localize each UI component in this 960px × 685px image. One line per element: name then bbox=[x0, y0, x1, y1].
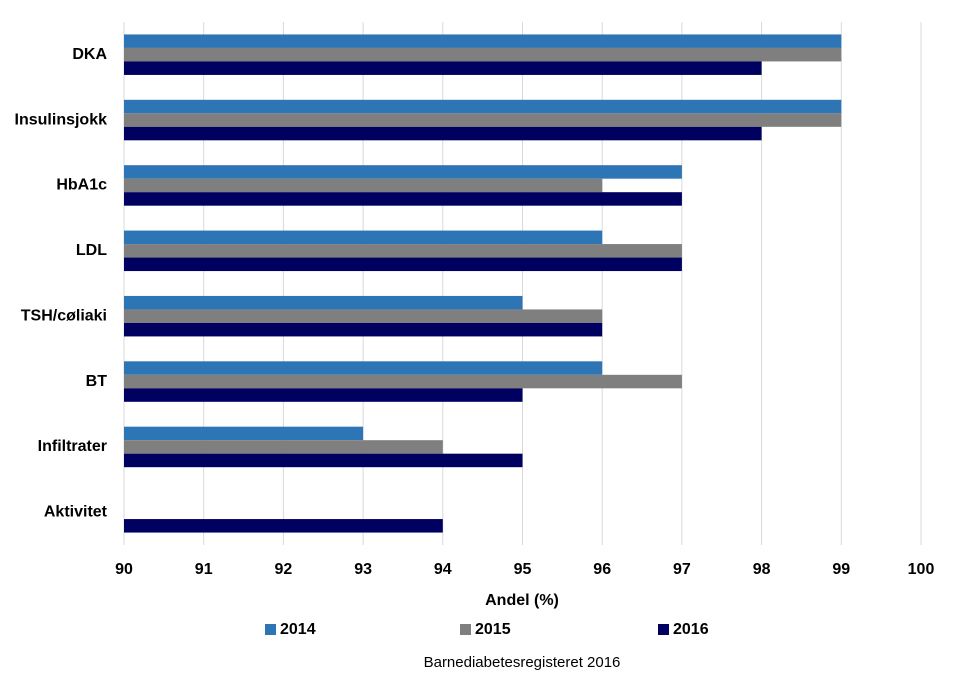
y-tick-label: LDL bbox=[76, 242, 107, 259]
x-tick-label: 90 bbox=[115, 561, 133, 578]
bar bbox=[124, 244, 682, 258]
legend-label: 2014 bbox=[280, 621, 316, 638]
y-tick-label: Infiltrater bbox=[38, 438, 107, 455]
bar bbox=[124, 178, 603, 193]
bar bbox=[124, 230, 603, 245]
x-tick-label: 92 bbox=[275, 561, 293, 578]
x-tick-label: 96 bbox=[593, 561, 611, 578]
bar bbox=[124, 453, 523, 468]
x-tick-label: 97 bbox=[673, 561, 691, 578]
bar bbox=[124, 519, 443, 533]
y-tick-label: HbA1c bbox=[56, 177, 107, 194]
bar bbox=[124, 309, 603, 323]
y-tick-label: Insulinsjokk bbox=[15, 111, 108, 128]
bar bbox=[124, 374, 682, 389]
bar bbox=[124, 47, 842, 62]
bar bbox=[124, 61, 762, 75]
legend-label: 2016 bbox=[673, 621, 709, 638]
bar bbox=[124, 361, 603, 375]
bar bbox=[124, 126, 762, 141]
bar bbox=[124, 99, 842, 114]
x-tick-label: 93 bbox=[354, 561, 372, 578]
legend-swatch bbox=[265, 624, 276, 635]
bar bbox=[124, 34, 842, 48]
bar bbox=[124, 426, 364, 441]
legend-label: 2015 bbox=[475, 621, 511, 638]
x-tick-label: 100 bbox=[908, 561, 935, 578]
bar bbox=[124, 440, 443, 454]
bar bbox=[124, 192, 682, 206]
x-axis-label: Andel (%) bbox=[485, 592, 559, 609]
x-tick-label: 99 bbox=[832, 561, 850, 578]
x-tick-label: 91 bbox=[195, 561, 213, 578]
bar bbox=[124, 295, 523, 310]
y-tick-label: Aktivitet bbox=[44, 504, 108, 521]
bar bbox=[124, 257, 682, 272]
legend-swatch bbox=[658, 624, 669, 635]
bar bbox=[124, 113, 842, 127]
y-tick-label: BT bbox=[86, 373, 108, 390]
y-tick-label: DKA bbox=[72, 46, 107, 63]
x-tick-label: 98 bbox=[753, 561, 771, 578]
legend-swatch bbox=[460, 624, 471, 635]
y-tick-label: TSH/cøliaki bbox=[21, 307, 107, 324]
bar bbox=[124, 388, 523, 402]
bar bbox=[124, 165, 682, 179]
bar bbox=[124, 322, 603, 337]
source-note: Barnediabetesregisteret 2016 bbox=[424, 654, 621, 671]
x-tick-label: 95 bbox=[514, 561, 532, 578]
x-tick-label: 94 bbox=[434, 561, 452, 578]
